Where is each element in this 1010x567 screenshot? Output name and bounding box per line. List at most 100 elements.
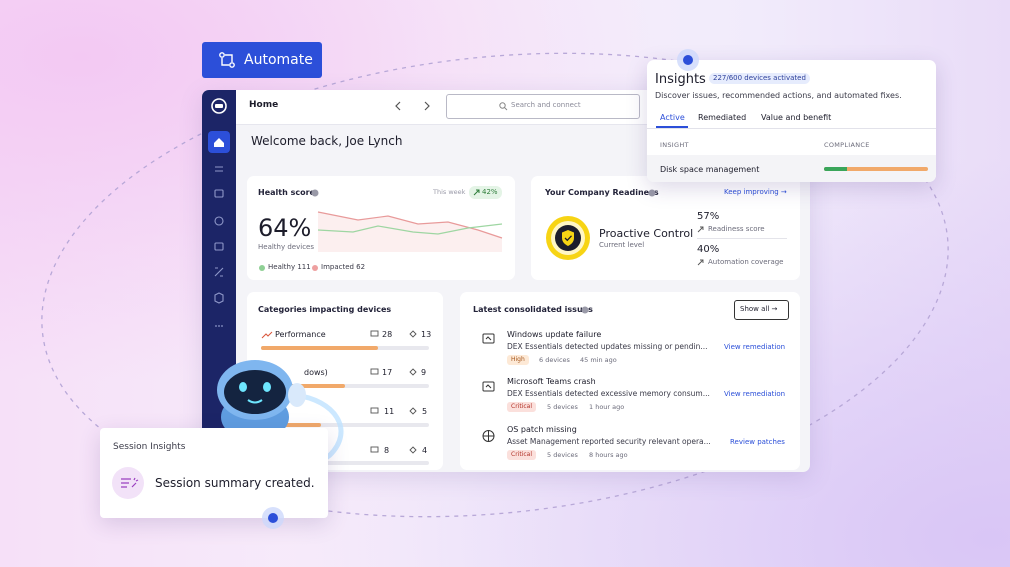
issue-title: Microsoft Teams crash (507, 377, 596, 386)
trend-icon (473, 189, 480, 196)
readiness-score-label: Readiness score (708, 225, 765, 233)
automate-button[interactable]: Automate (202, 42, 322, 78)
category-devices: 11 (384, 407, 395, 416)
nav-item[interactable] (214, 189, 224, 198)
issue-action[interactable]: Review patches (730, 438, 785, 446)
legend-impacted: Impacted 62 (321, 263, 366, 271)
nav-item[interactable] (215, 166, 223, 172)
session-message: Session summary created. (155, 476, 315, 490)
issue-description: DEX Essentials detected updates missing … (507, 342, 708, 351)
category-bar-track (261, 384, 429, 388)
issue-description: DEX Essentials detected excessive memory… (507, 389, 710, 398)
connector-dot (262, 507, 284, 529)
categories-title: Categories impacting devices (258, 305, 392, 314)
health-trend-chart (317, 211, 503, 252)
device-icons (370, 330, 379, 453)
search-placeholder: Search and connect (511, 101, 581, 109)
orbit-ellipse (41, 52, 949, 518)
category-bar (261, 384, 345, 388)
category-issues: 5 (422, 407, 428, 416)
logo (211, 98, 227, 114)
health-caption: Healthy devices (258, 243, 314, 251)
insights-description: Discover issues, recommended actions, an… (655, 91, 902, 100)
session-icon (112, 467, 144, 499)
category-devices: 28 (382, 330, 393, 339)
issue-icons (409, 330, 417, 454)
issue-icons (482, 333, 495, 442)
connector-dot (677, 49, 699, 71)
tab-active[interactable]: Active (660, 113, 685, 122)
info-icon (581, 306, 589, 314)
show-all-button[interactable]: Show all → (734, 300, 789, 320)
issue-description: Asset Management reported security relev… (507, 437, 711, 446)
health-period: This week (433, 188, 466, 196)
insight-name: Disk space management (660, 165, 760, 174)
nav-item[interactable] (214, 292, 224, 304)
nav-item[interactable] (214, 242, 224, 251)
trend-icon (697, 259, 704, 266)
nav-item[interactable] (214, 216, 224, 226)
issue-devices: 6 devices (539, 356, 570, 364)
issue-action[interactable]: View remediation (724, 390, 786, 398)
health-value: 64% (258, 214, 312, 242)
nav-item[interactable] (214, 267, 224, 277)
legend-dot-healthy (259, 265, 265, 271)
health-change: 42% (482, 188, 498, 196)
category-issues: 13 (421, 330, 432, 339)
nav-arrows[interactable] (392, 100, 432, 112)
category-label: dows) (304, 368, 328, 377)
insights-badge: 227/600 devices activated (709, 73, 810, 84)
automation-coverage: 40% (697, 244, 720, 255)
issue-time: 45 min ago (580, 356, 617, 364)
category-label: Performance (275, 330, 326, 339)
robot-mascot (217, 360, 344, 469)
issue-devices: 5 devices (547, 403, 578, 411)
readiness-level: Proactive Control (599, 227, 694, 240)
search-box[interactable]: Search and connect (446, 94, 640, 119)
severity-badge: Critical (507, 450, 536, 460)
category-devices: 17 (382, 368, 393, 377)
compliance-bar-ok (824, 167, 847, 171)
info-icon (648, 189, 656, 197)
tab[interactable]: Value and benefit (761, 113, 832, 122)
insights-title: Insights (655, 72, 706, 87)
legend-dot-impacted (312, 265, 318, 271)
category-bar (261, 423, 321, 427)
readiness-level-caption: Current level (599, 241, 645, 249)
trend-icon (261, 331, 273, 339)
welcome-heading: Welcome back, Joe Lynch (251, 134, 403, 148)
healthy-line (317, 223, 503, 235)
issue-title: OS patch missing (507, 425, 577, 434)
readiness-link[interactable]: Keep improving → (724, 188, 787, 196)
severity-badge: Critical (507, 402, 536, 412)
readiness-badge (546, 216, 590, 260)
category-issues: 4 (422, 446, 428, 455)
automate-label: Automate (244, 52, 313, 68)
category-devices: 8 (384, 446, 390, 455)
show-all-label: Show all → (740, 305, 778, 313)
readiness-score: 57% (697, 211, 720, 222)
category-bar-track (261, 461, 429, 465)
issues-card (460, 292, 800, 470)
issue-devices: 5 devices (547, 451, 578, 459)
impacted-line (317, 211, 503, 239)
sidebar-icons (208, 98, 230, 327)
legend-healthy: Healthy 111 (268, 263, 311, 271)
severity-badge: High (507, 355, 529, 365)
issues-title: Latest consolidated issues (473, 305, 593, 314)
tab[interactable]: Remediated (698, 113, 747, 122)
info-icon (311, 189, 319, 197)
issue-time: 1 hour ago (589, 403, 625, 411)
issue-action[interactable]: View remediation (724, 343, 786, 351)
readiness-title: Your Company Readiness (545, 188, 659, 197)
session-title: Session Insights (113, 442, 186, 452)
category-issues: 9 (421, 368, 427, 377)
active-tab-indicator (656, 126, 688, 128)
automation-coverage-label: Automation coverage (708, 258, 784, 266)
health-change-badge: 42% (469, 186, 502, 199)
divider (697, 238, 787, 239)
automate-icon (219, 52, 235, 68)
